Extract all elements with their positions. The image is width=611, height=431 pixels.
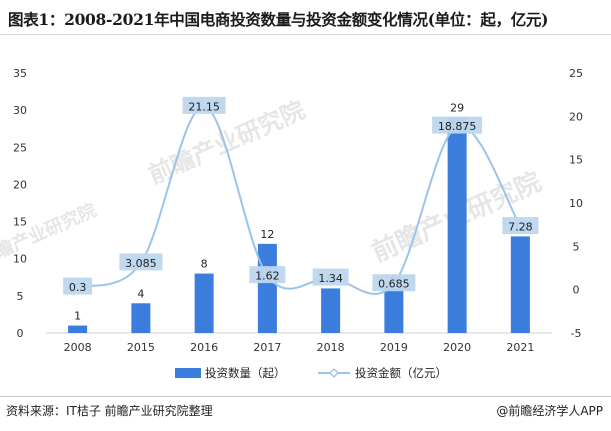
- line-label-box: [119, 253, 163, 271]
- x-tick-label: 2020: [443, 341, 471, 354]
- bar-value-label: 1: [74, 310, 81, 323]
- line-value-label: 0.685: [378, 278, 410, 291]
- y-right-tick-label: 20: [569, 110, 583, 123]
- watermark-text: 前瞻产业研究院: [144, 96, 309, 190]
- source-note: 资料来源：IT桔子 前瞻产业研究院整理: [6, 404, 213, 418]
- y-left-tick-label: 5: [17, 290, 24, 303]
- line-label-box: [502, 217, 539, 235]
- bar-value-label: 4: [137, 287, 144, 300]
- bar-value-label: 8: [201, 258, 208, 271]
- line-label-box: [249, 266, 286, 284]
- line-value-label: 21.15: [188, 100, 220, 113]
- legend-line-label: 投资金额（亿元）: [355, 366, 447, 380]
- line-value-label: 18.875: [438, 120, 477, 133]
- bar: [510, 236, 530, 333]
- y-right-tick-label: -5: [571, 327, 582, 340]
- line-label-box: [312, 268, 349, 286]
- legend: 投资数量（起） 投资金额（亿元）: [175, 366, 447, 380]
- y-right-tick-label: 25: [569, 67, 583, 80]
- x-tick-label: 2021: [506, 341, 534, 354]
- line-value-label: 1.34: [318, 272, 343, 285]
- bar-series: [68, 117, 530, 333]
- line-value-label: 0.3: [69, 281, 87, 294]
- brand-credit: @前瞻经济学人APP: [496, 404, 603, 418]
- chart-title: 图表1：2008-2021年中国电商投资数量与投资金额变化情况(单位：起，亿元): [8, 10, 549, 29]
- legend-line-marker: [329, 368, 339, 378]
- x-tick-label: 2019: [380, 341, 408, 354]
- y-right-tick-label: 5: [573, 240, 580, 253]
- title-divider: [0, 34, 611, 35]
- bar-value-label: 29: [450, 102, 464, 115]
- x-tick-label: 2015: [127, 341, 155, 354]
- y-right-tick-label: 15: [569, 154, 583, 167]
- x-tick-label: 2017: [253, 341, 281, 354]
- y-left-tick-label: 0: [17, 327, 24, 340]
- y-left-tick-label: 35: [13, 67, 27, 80]
- x-tick-label: 2016: [190, 341, 218, 354]
- y-left-tick-label: 30: [13, 104, 27, 117]
- source-divider: [0, 396, 611, 397]
- data-labels: 148126629130.33.08521.151.621.340.68518.…: [63, 96, 539, 323]
- line-label-box: [432, 116, 483, 134]
- bar: [384, 288, 404, 333]
- y-left-tick-label: 15: [13, 216, 27, 229]
- line-label-box: [63, 277, 93, 295]
- bar: [194, 273, 214, 333]
- bar: [131, 303, 151, 333]
- bar: [447, 117, 467, 333]
- legend-bar-swatch: [175, 368, 201, 378]
- y-left-tick-label: 20: [13, 178, 27, 191]
- x-tick-label: 2008: [64, 341, 92, 354]
- line-label-box: [182, 96, 226, 114]
- x-tick-label: 2018: [317, 341, 345, 354]
- bar: [257, 243, 277, 333]
- line-label-box: [372, 274, 416, 292]
- line-value-label: 7.28: [508, 221, 533, 234]
- y-left-tick-label: 25: [13, 141, 27, 154]
- y-left-tick-label: 10: [13, 253, 27, 266]
- bar: [68, 325, 88, 333]
- line-value-label: 1.62: [255, 270, 280, 283]
- y-right-tick-label: 0: [573, 284, 580, 297]
- axes: 0 5 10 15 20 25 30 35 -5 0 5 10 15 20 25 2008 2015 2016 20…: [13, 67, 583, 354]
- legend-bar-label: 投资数量（起）: [205, 366, 286, 380]
- bar-value-label: 12: [260, 228, 274, 241]
- y-right-tick-label: 10: [569, 197, 583, 210]
- line-value-label: 3.085: [125, 257, 157, 270]
- bar: [321, 288, 341, 333]
